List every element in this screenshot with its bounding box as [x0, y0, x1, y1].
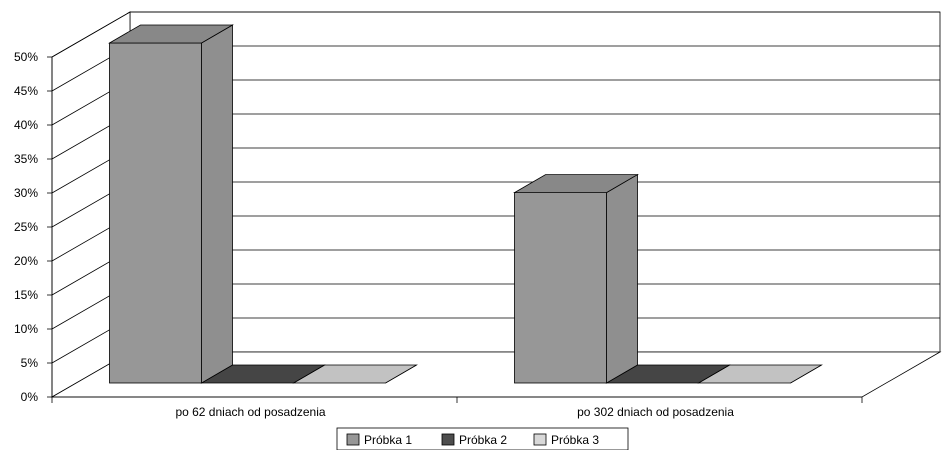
legend-item: Próbka 2: [441, 433, 507, 447]
legend-item: Próbka 3: [533, 433, 599, 447]
y-tick-label: 10%: [14, 322, 38, 336]
y-axis-ticks: 0% 5% 10% 15% 20% 25% 30% 35% 40% 45% 50%: [14, 50, 53, 404]
gridline: [51, 11, 940, 58]
bar-front-face: [514, 192, 607, 384]
bar-front-face: [109, 42, 202, 384]
bar-side-face: [606, 173, 638, 384]
x-category-label: po 302 dniach od posadzenia: [577, 405, 734, 419]
legend-swatch: [533, 433, 547, 446]
y-tick-label: 20%: [14, 254, 38, 268]
bar-side-face: [201, 24, 233, 384]
y-tick-label: 40%: [14, 118, 38, 132]
legend-label: Próbka 1: [364, 433, 412, 447]
x-axis: po 62 dniach od posadzenia po 302 dniach …: [51, 396, 863, 419]
y-tick-label: 25%: [14, 220, 38, 234]
x-category-label: po 62 dniach od posadzenia: [175, 405, 325, 419]
bars: [108, 24, 823, 384]
y-tick-label: 50%: [14, 50, 38, 64]
y-tick-label: 35%: [14, 152, 38, 166]
bar-top-face: [513, 174, 639, 194]
bar-1-series-1: [108, 24, 234, 384]
y-tick-label: 15%: [14, 288, 38, 302]
y-tick-label: 30%: [14, 186, 38, 200]
y-tick-label: 45%: [14, 84, 38, 98]
bar-top-face: [108, 24, 234, 44]
legend-swatch: [441, 433, 455, 446]
legend-label: Próbka 3: [551, 433, 599, 447]
y-tick-label: 5%: [21, 356, 39, 370]
legend-label: Próbka 2: [459, 433, 507, 447]
legend: Próbka 1 Próbka 2 Próbka 3: [336, 427, 629, 451]
y-tick-label: 0%: [21, 390, 39, 404]
legend-item: Próbka 1: [346, 433, 412, 447]
legend-swatch: [346, 433, 360, 446]
bar-2-series-1: [513, 173, 639, 384]
